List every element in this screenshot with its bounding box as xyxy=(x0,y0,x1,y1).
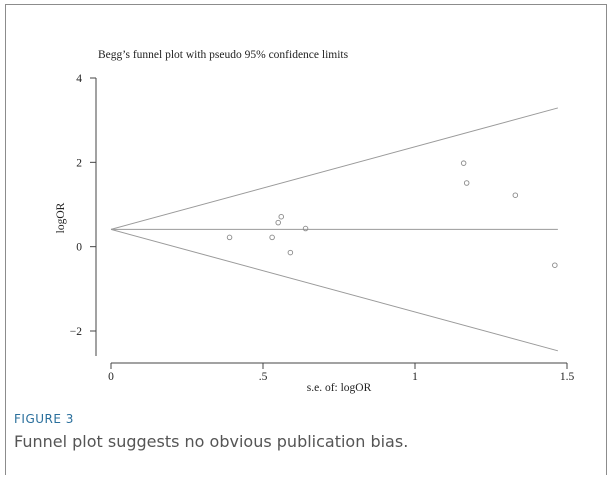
study-point xyxy=(226,234,233,241)
x-ticks: 0 .5 1 1.5 xyxy=(108,363,574,383)
figure-frame xyxy=(5,4,607,475)
plot-area: 4 2 0 −2 0 .5 1 1.5 xyxy=(70,73,575,383)
study-point xyxy=(460,160,467,166)
y-axis-label: logOR xyxy=(55,202,67,233)
study-point xyxy=(463,180,470,186)
x-tick-label: 1 xyxy=(412,371,418,383)
figure-caption: Funnel plot suggests no obvious publicat… xyxy=(14,432,409,451)
study-point xyxy=(302,225,309,232)
y-ticks: 4 2 0 −2 xyxy=(70,73,96,338)
x-tick-label: 0 xyxy=(108,371,114,383)
chart-title: Begg’s funnel plot with pseudo 95% confi… xyxy=(98,49,349,61)
study-points xyxy=(226,160,558,268)
study-point xyxy=(278,213,284,220)
funnel-plot: Begg’s funnel plot with pseudo 95% confi… xyxy=(55,49,575,394)
study-point xyxy=(287,249,294,256)
study-point xyxy=(275,219,281,226)
y-tick-label: −2 xyxy=(70,326,82,338)
study-point xyxy=(269,234,275,241)
funnel-lines xyxy=(110,107,559,352)
x-tick-label: .5 xyxy=(259,371,268,383)
y-tick-label: 2 xyxy=(76,157,82,169)
lower-confidence-limit xyxy=(110,228,559,352)
y-tick-label: 0 xyxy=(76,242,82,254)
upper-confidence-limit xyxy=(110,107,559,230)
x-axis-label: s.e. of: logOR xyxy=(307,382,372,394)
study-point xyxy=(552,262,558,268)
figure-label: FIGURE 3 xyxy=(14,412,74,426)
y-tick-label: 4 xyxy=(76,73,82,85)
study-point xyxy=(512,192,519,198)
x-tick-label: 1.5 xyxy=(560,371,575,383)
